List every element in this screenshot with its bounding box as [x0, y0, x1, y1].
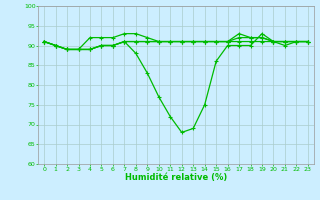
- X-axis label: Humidité relative (%): Humidité relative (%): [125, 173, 227, 182]
